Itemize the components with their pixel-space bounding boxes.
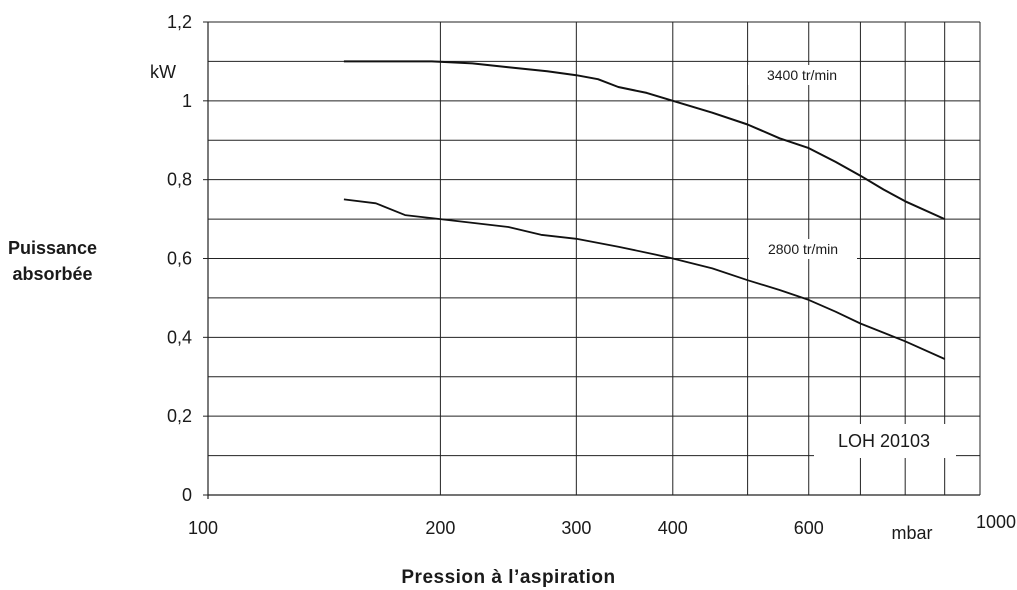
series-line-2 (343, 198, 946, 360)
y-tick-label: 1 (182, 91, 192, 111)
grid (208, 21, 981, 495)
series-labels: 3400 tr/min 2800 tr/min LOH 20103 (748, 65, 956, 458)
model-annotation-bg (814, 424, 956, 458)
series-layer (343, 60, 946, 360)
series-label-1: 3400 tr/min (767, 67, 837, 83)
y-axis-title-line1: Puissance (8, 238, 98, 258)
x-axis-title: Pression à l’aspiration (401, 567, 616, 588)
series-line-1 (343, 60, 946, 221)
series-label-2: 2800 tr/min (768, 241, 838, 257)
y-unit-label: kW (150, 62, 176, 82)
x-tick-label: 400 (658, 518, 688, 538)
x-tick-label: 300 (561, 518, 591, 538)
tick-labels: 0 0,2 0,4 0,6 0,8 1 1,2 100 200 300 400 600 1000 mbar… (150, 12, 1016, 543)
y-tick-label: 0,2 (167, 406, 192, 426)
series-label-bg (749, 239, 857, 259)
y-axis-title: Puissance absorbée (8, 235, 97, 287)
x-tick-label: 200 (425, 518, 455, 538)
y-axis-title-line2: absorbée (12, 264, 93, 284)
axes (203, 21, 980, 499)
x-tick-label: 600 (794, 518, 824, 538)
series-label-bg (748, 65, 856, 85)
x-unit-label: mbar (891, 523, 932, 543)
y-tick-label: 0,4 (167, 327, 192, 347)
y-tick-label: 0,8 (167, 170, 192, 190)
x-tick-label: 1000 (976, 512, 1016, 532)
y-tick-label: 1,2 (167, 12, 192, 32)
y-tick-label: 0 (182, 485, 192, 505)
y-tick-label: 0,6 (167, 249, 192, 269)
model-annotation: LOH 20103 (838, 431, 930, 451)
x-tick-label: 100 (188, 518, 218, 538)
